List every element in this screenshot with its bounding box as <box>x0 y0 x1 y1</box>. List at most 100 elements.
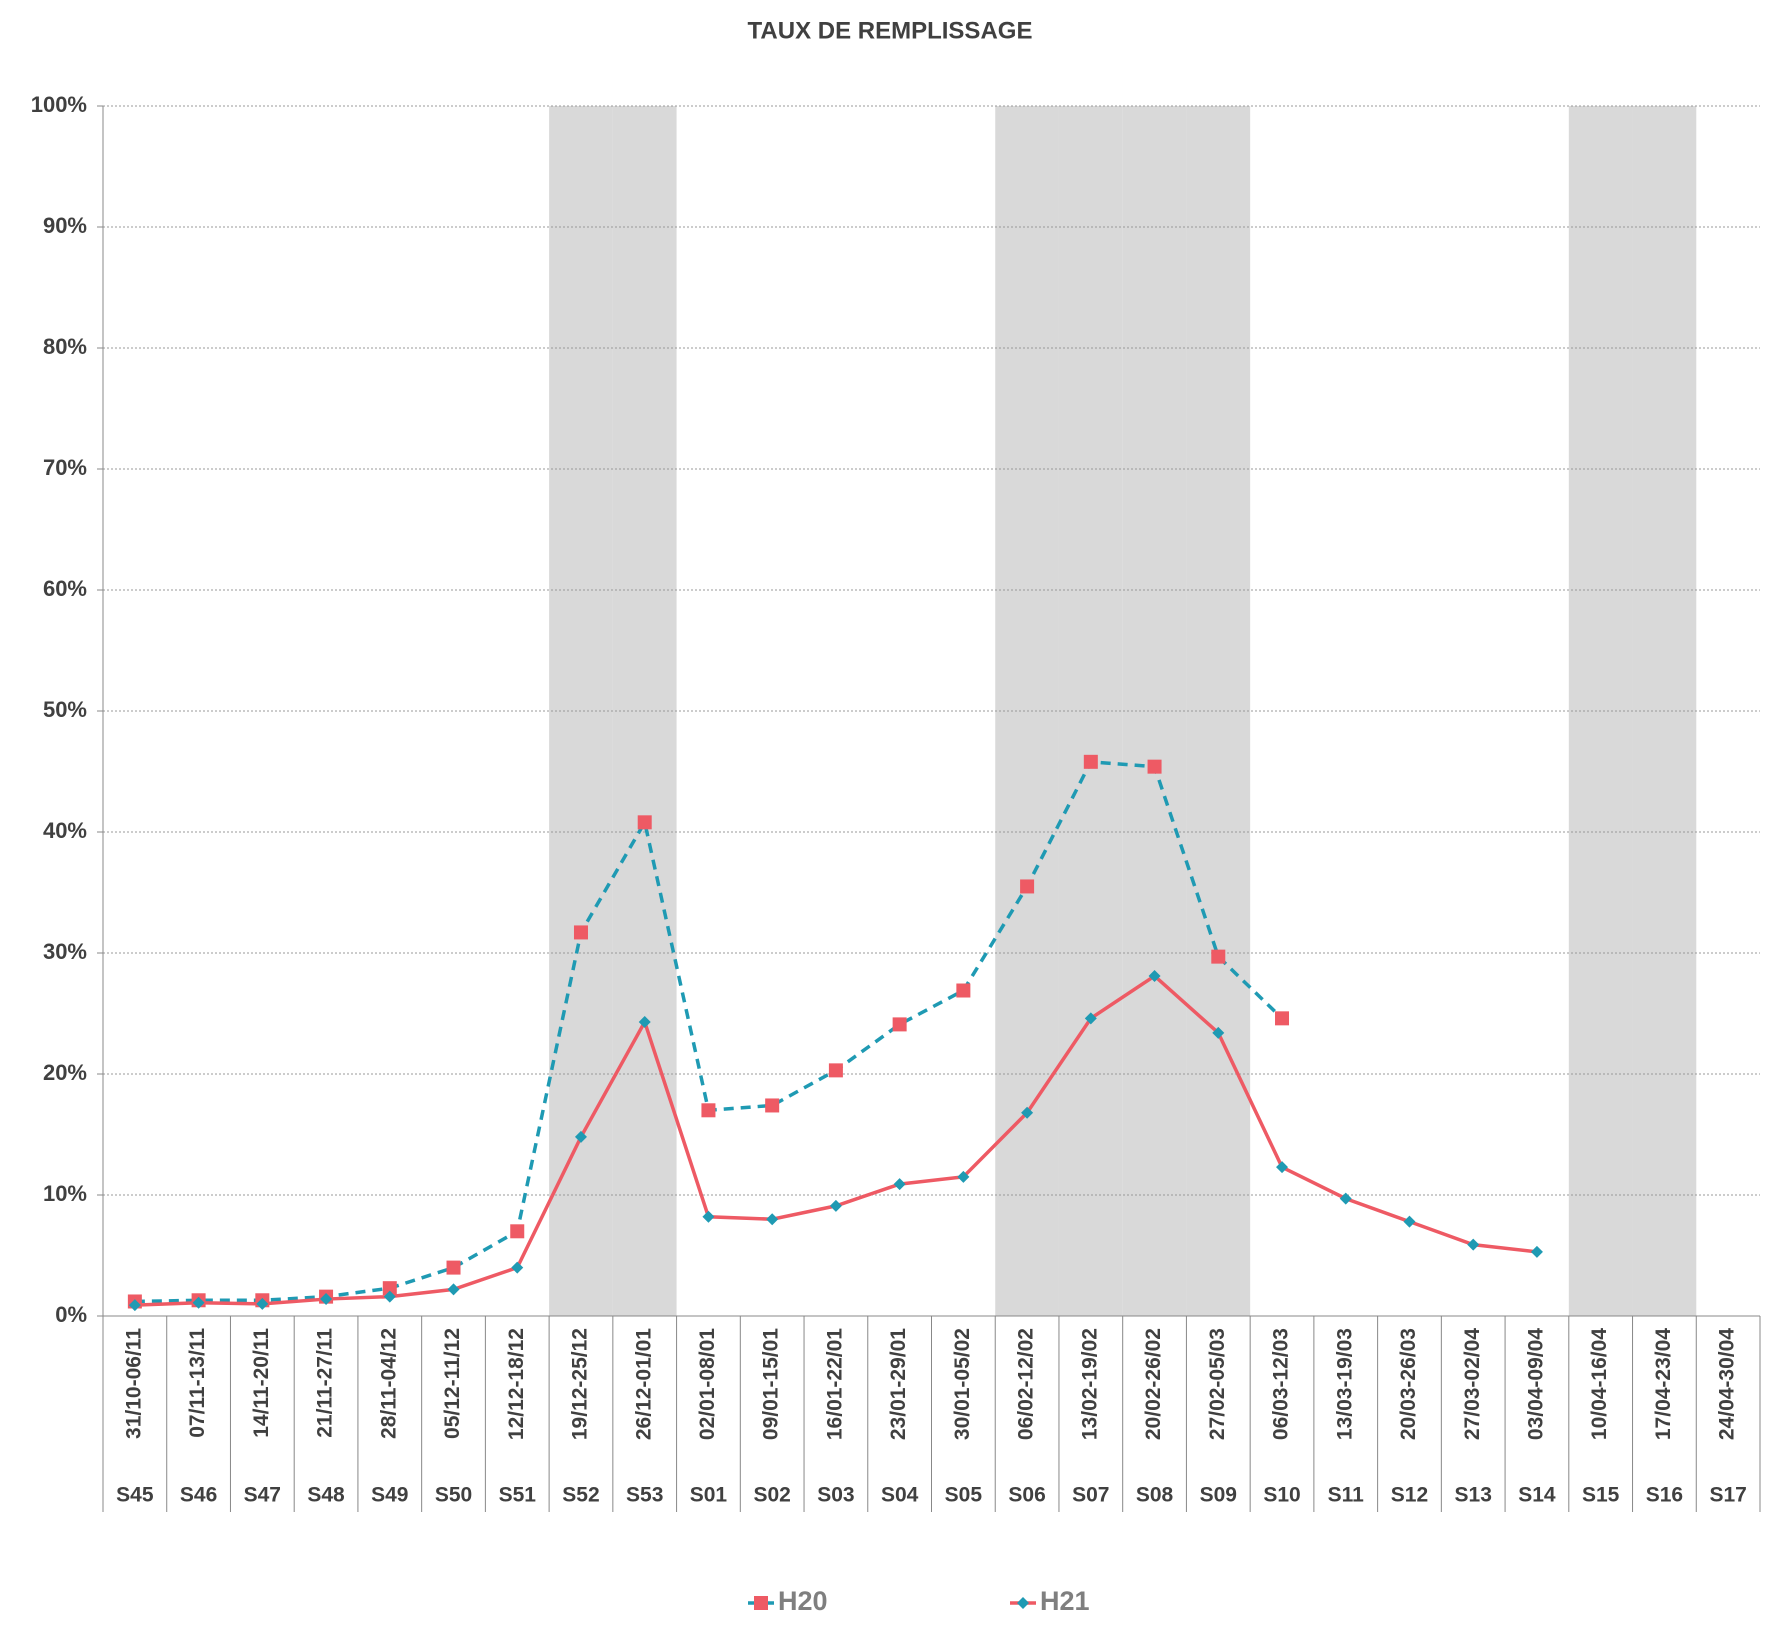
data-point <box>893 1178 906 1191</box>
data-point <box>383 1290 396 1303</box>
y-tick-label: 40% <box>43 818 87 843</box>
data-point <box>1084 1012 1097 1025</box>
x-tick-label: S14 <box>1518 1484 1556 1507</box>
data-point <box>1020 879 1035 894</box>
x-date-label: 14/11-20/11 <box>250 1328 273 1438</box>
data-point <box>956 983 971 998</box>
x-tick-label: S46 <box>180 1484 217 1507</box>
x-date-label: 30/01-05/02 <box>951 1328 974 1440</box>
x-tick-label: S09 <box>1200 1484 1237 1507</box>
x-date-label: 12/12-18/12 <box>505 1328 528 1440</box>
data-point <box>511 1261 524 1274</box>
data-point <box>637 815 652 830</box>
x-tick-label: S11 <box>1328 1484 1365 1507</box>
x-tick-label: S50 <box>435 1484 472 1507</box>
x-date-label: 10/04-16/04 <box>1588 1328 1611 1440</box>
y-tick-label: 100% <box>31 92 87 117</box>
x-date-label: 28/11-04/12 <box>377 1328 400 1439</box>
x-date-label: 07/11-13/11 <box>186 1328 209 1438</box>
data-point <box>828 1063 843 1078</box>
x-date-label: 21/11-27/11 <box>314 1328 337 1438</box>
data-point <box>1147 759 1162 774</box>
x-date-label: 03/04-09/04 <box>1524 1328 1547 1440</box>
x-tick-label: S53 <box>626 1484 663 1507</box>
data-point <box>320 1293 333 1306</box>
x-date-label: 17/04-23/04 <box>1652 1328 1675 1440</box>
data-point <box>1275 1011 1290 1026</box>
x-date-label: 16/01-22/01 <box>823 1328 846 1440</box>
x-tick-label: S07 <box>1072 1484 1109 1507</box>
x-tick-label: S10 <box>1263 1484 1300 1507</box>
y-tick-label: 50% <box>43 697 87 722</box>
x-tick-label: S01 <box>690 1484 728 1507</box>
y-tick-label: 0% <box>55 1302 87 1327</box>
x-date-label: 31/10-06/11 <box>122 1328 145 1439</box>
x-date-label: 13/03-19/03 <box>1333 1328 1356 1440</box>
x-date-label: 27/02-05/03 <box>1206 1328 1229 1440</box>
y-tick-label: 60% <box>43 576 87 601</box>
data-point <box>573 925 588 940</box>
legend-marker <box>754 1596 768 1610</box>
data-point <box>638 1015 651 1028</box>
x-tick-label: S17 <box>1709 1484 1746 1507</box>
x-date-label: 27/03-02/04 <box>1461 1328 1484 1440</box>
data-point <box>1339 1192 1352 1205</box>
chart-title: TAUX DE REMPLISSAGE <box>748 17 1033 44</box>
data-point <box>766 1213 779 1226</box>
data-point <box>382 1281 397 1296</box>
data-point <box>574 1130 587 1143</box>
data-point <box>1148 969 1161 982</box>
legend-marker <box>1017 1597 1029 1609</box>
x-date-label: 05/12-11/12 <box>441 1328 464 1439</box>
x-tick-label: S12 <box>1391 1484 1428 1507</box>
data-point <box>1467 1238 1480 1251</box>
data-point <box>1403 1215 1416 1228</box>
x-tick-label: S13 <box>1455 1484 1492 1507</box>
data-point <box>128 1299 141 1312</box>
data-point <box>447 1283 460 1296</box>
data-point <box>1021 1106 1034 1119</box>
x-tick-label: S51 <box>499 1484 537 1507</box>
data-point <box>765 1098 780 1113</box>
data-point <box>1530 1245 1543 1258</box>
legend-label: H20 <box>778 1586 828 1616</box>
data-point <box>1211 949 1226 964</box>
x-date-label: 13/02-19/02 <box>1078 1328 1101 1440</box>
x-tick-label: S05 <box>945 1484 983 1507</box>
y-tick-label: 20% <box>43 1060 87 1085</box>
data-point <box>510 1224 525 1239</box>
x-date-label: 06/03-12/03 <box>1270 1328 1293 1440</box>
data-point <box>892 1017 907 1032</box>
x-tick-label: S48 <box>307 1484 345 1507</box>
data-point <box>1083 754 1098 769</box>
x-date-label: 19/12-25/12 <box>569 1328 592 1440</box>
series-line <box>134 973 1538 1307</box>
x-tick-label: S06 <box>1008 1484 1045 1507</box>
x-tick-label: S52 <box>562 1484 599 1507</box>
y-tick-label: 70% <box>43 455 87 480</box>
x-date-label: 20/03-26/03 <box>1397 1328 1420 1440</box>
data-point <box>446 1260 461 1275</box>
x-tick-label: S47 <box>244 1484 281 1507</box>
data-point <box>701 1103 716 1118</box>
data-point <box>957 1170 970 1183</box>
x-date-label: 20/02-26/02 <box>1142 1328 1165 1440</box>
x-tick-label: S49 <box>371 1484 408 1507</box>
x-tick-label: S15 <box>1582 1484 1620 1507</box>
data-point <box>192 1296 205 1309</box>
data-point <box>702 1210 715 1223</box>
data-point <box>256 1297 269 1310</box>
x-tick-label: S08 <box>1136 1484 1174 1507</box>
x-date-label: 26/12-01/01 <box>632 1328 655 1440</box>
data-point <box>829 1199 842 1212</box>
y-tick-label: 30% <box>43 939 87 964</box>
y-tick-label: 10% <box>43 1181 87 1206</box>
x-tick-label: S02 <box>753 1484 790 1507</box>
y-tick-label: 80% <box>43 334 87 359</box>
x-tick-label: S03 <box>817 1484 854 1507</box>
y-tick-label: 90% <box>43 213 87 238</box>
x-date-label: 23/01-29/01 <box>887 1328 910 1440</box>
x-date-label: 09/01-15/01 <box>760 1328 783 1440</box>
x-tick-label: S45 <box>116 1484 154 1507</box>
